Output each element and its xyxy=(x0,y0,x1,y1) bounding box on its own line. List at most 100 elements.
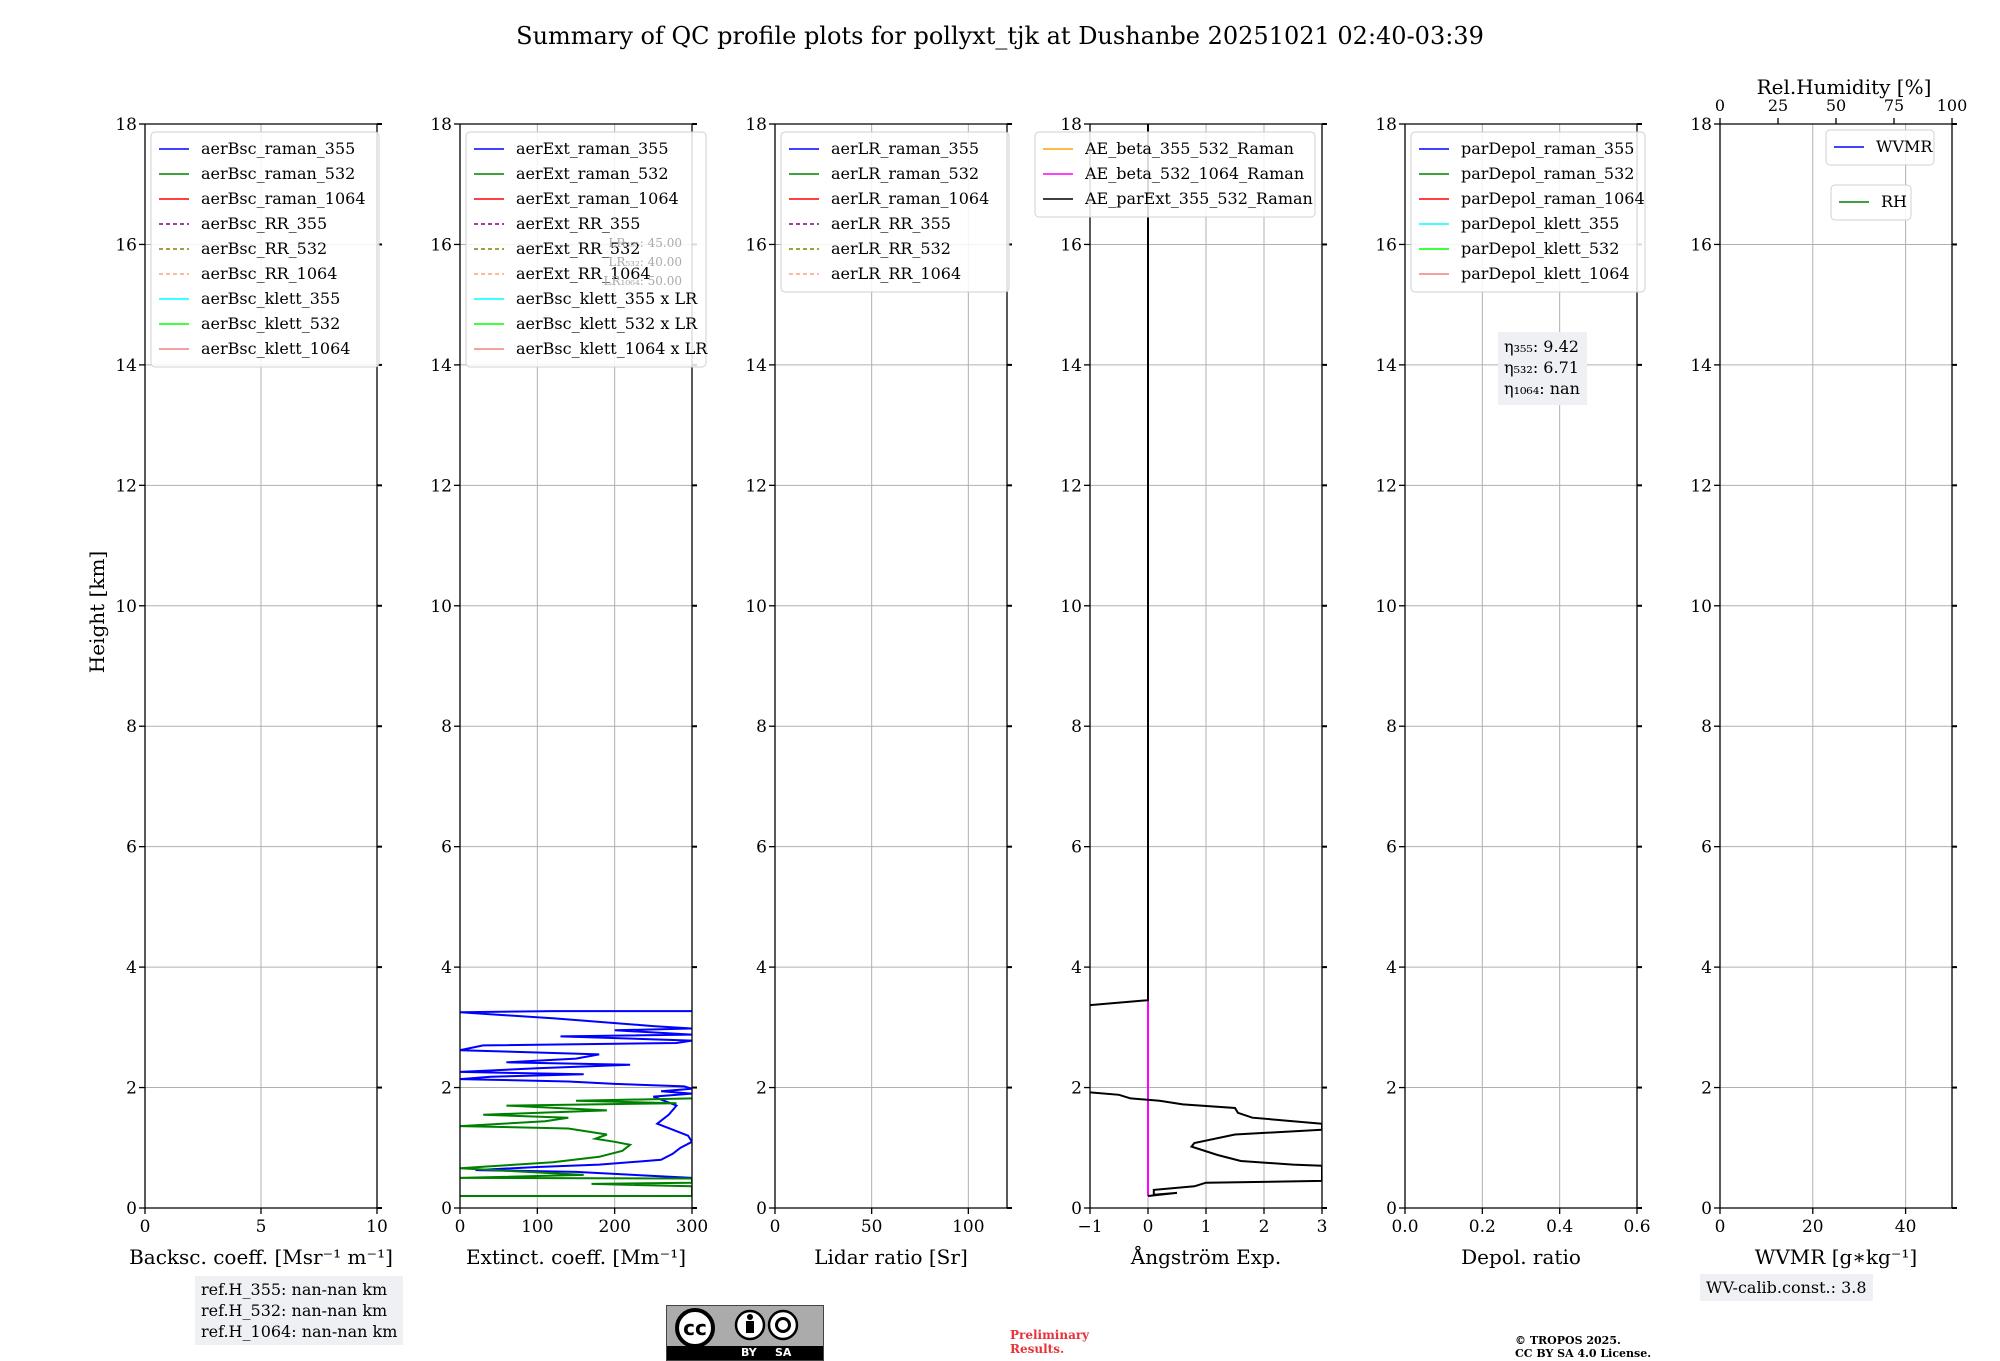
panel-backscatter: 0 2 4 6 8 10 12 14 16 18 0 5 10 Backsc. coeff. [Msr⁻¹… xyxy=(115,115,393,1269)
y-tick-label: 12 xyxy=(1690,476,1712,496)
copyright-line-1: © TROPOS 2025. xyxy=(1515,1334,1621,1347)
x-tick-label: 0 xyxy=(140,1217,151,1237)
series-line xyxy=(460,1010,692,1179)
x-tick-label: 0.6 xyxy=(1623,1217,1650,1237)
legend-entry: aerBsc_RR_532 xyxy=(201,239,327,258)
legend-entry: parDepol_klett_1064 xyxy=(1461,264,1630,283)
figure-title: Summary of QC profile plots for pollyxt_… xyxy=(516,22,1484,50)
legend-entry: aerBsc_klett_532 x LR xyxy=(516,314,698,333)
legend-entry: aerLR_raman_532 xyxy=(831,164,979,183)
legend-entry: parDepol_raman_1064 xyxy=(1461,189,1645,208)
legend-entry: aerLR_raman_1064 xyxy=(831,189,989,208)
cc-icon: cc xyxy=(683,1316,707,1340)
y-tick-label: 8 xyxy=(1701,717,1712,737)
x-tick-label: 0.0 xyxy=(1391,1217,1418,1237)
legend-entry: aerExt_RR_355 xyxy=(516,214,640,233)
x-tick-label: −1 xyxy=(1077,1217,1102,1237)
secondary-x-tick-label: 50 xyxy=(1826,96,1846,115)
secondary-x-tick-label: 75 xyxy=(1884,96,1904,115)
legend-entry: aerBsc_klett_532 xyxy=(201,314,340,333)
y-tick-label: 6 xyxy=(1386,838,1397,858)
secondary-x-tick-label: 100 xyxy=(1937,96,1968,115)
x-tick-label: 2 xyxy=(1259,1217,1270,1237)
x-tick-label: 0 xyxy=(770,1217,781,1237)
y-tick-label: 10 xyxy=(745,597,767,617)
sa-share-alike-icon xyxy=(767,1309,799,1341)
panel-depol: 0 2 4 6 8 10 12 14 16 18 0.0 0.2 0.4 0.6 Depol. ratio p… xyxy=(1375,115,1650,1269)
legend-entry: aerLR_raman_355 xyxy=(831,139,979,158)
legend-entry: aerBsc_klett_1064 x LR xyxy=(516,339,708,358)
x-tick-label: 3 xyxy=(1317,1217,1328,1237)
secondary-x-tick-label: 0 xyxy=(1715,96,1725,115)
y-tick-label: 2 xyxy=(1701,1079,1712,1099)
legend-entry: aerLR_RR_1064 xyxy=(831,264,961,283)
y-tick-label: 18 xyxy=(1690,115,1712,135)
secondary-x-axis-label: Rel.Humidity [%] xyxy=(1757,75,1932,99)
legend-entry: RH xyxy=(1881,192,1907,211)
copyright-note: © TROPOS 2025. CC BY SA 4.0 License. xyxy=(1515,1334,1651,1360)
y-tick-label: 6 xyxy=(1701,838,1712,858)
by-label: BY xyxy=(741,1346,757,1359)
legend-entry: aerBsc_raman_355 xyxy=(201,139,355,158)
y-tick-label: 4 xyxy=(126,958,137,978)
x-tick-label: 100 xyxy=(952,1217,984,1237)
y-tick-label: 14 xyxy=(745,356,767,376)
x-tick-label: 300 xyxy=(676,1217,708,1237)
legend-entry: aerExt_RR_532 xyxy=(516,239,640,258)
reference-height-box: ref.H_355: nan-nan km ref.H_532: nan-nan… xyxy=(195,1276,404,1345)
lidar-ratio-annotation: LR₁₀₆₄: 50.00 xyxy=(604,274,682,288)
ref-height-1064: ref.H_1064: nan-nan km xyxy=(201,1322,398,1341)
y-tick-label: 10 xyxy=(1690,597,1712,617)
legend-entry: aerExt_RR_1064 xyxy=(516,264,651,283)
legend-entry: aerBsc_RR_1064 xyxy=(201,264,337,283)
eta-annotation: η₁₀₆₄: nan xyxy=(1504,379,1580,398)
y-tick-label: 6 xyxy=(756,838,767,858)
lidar-ratio-annotation: LR₃₅₅: 45.00 xyxy=(608,236,682,250)
y-tick-label: 2 xyxy=(756,1079,767,1099)
shared-y-axis-label: Height [km] xyxy=(85,551,109,673)
secondary-x-tick-label: 25 xyxy=(1768,96,1788,115)
legend-entry: AE_beta_532_1064_Raman xyxy=(1084,164,1304,183)
y-tick-label: 10 xyxy=(1060,597,1082,617)
legend-entry: aerBsc_klett_355 xyxy=(201,289,340,308)
x-tick-label: 40 xyxy=(1895,1217,1917,1237)
y-tick-label: 6 xyxy=(441,838,452,858)
y-tick-label: 12 xyxy=(115,476,137,496)
legend-box xyxy=(1410,131,1646,293)
ref-height-532: ref.H_532: nan-nan km xyxy=(201,1301,388,1320)
y-tick-label: 10 xyxy=(1375,597,1397,617)
y-tick-label: 12 xyxy=(430,476,452,496)
wv-calib-constant: WV-calib.const.: 3.8 xyxy=(1706,1278,1867,1297)
y-tick-label: 16 xyxy=(745,235,767,255)
y-tick-label: 14 xyxy=(115,356,137,376)
legend-entry: parDepol_klett_355 xyxy=(1461,214,1619,233)
x-tick-label: 20 xyxy=(1802,1217,1824,1237)
legend-entry: parDepol_raman_355 xyxy=(1461,139,1634,158)
y-tick-label: 4 xyxy=(1701,958,1712,978)
y-tick-label: 8 xyxy=(1071,717,1082,737)
x-axis-label: Depol. ratio xyxy=(1461,1245,1581,1269)
x-tick-label: 50 xyxy=(861,1217,883,1237)
legend-entry: aerBsc_klett_355 x LR xyxy=(516,289,698,308)
y-tick-label: 14 xyxy=(1375,356,1397,376)
y-tick-label: 12 xyxy=(1060,476,1082,496)
eta-annotation-box xyxy=(1498,332,1587,405)
y-tick-label: 16 xyxy=(1060,235,1082,255)
ref-height-355: ref.H_355: nan-nan km xyxy=(201,1280,388,1299)
legend-box xyxy=(465,131,707,368)
x-tick-label: 200 xyxy=(598,1217,630,1237)
y-tick-label: 2 xyxy=(126,1079,137,1099)
copyright-line-2: CC BY SA 4.0 License. xyxy=(1515,1347,1652,1360)
series-line xyxy=(1090,1091,1322,1197)
y-tick-label: 0 xyxy=(126,1199,137,1219)
y-tick-label: 8 xyxy=(441,717,452,737)
preliminary-results-note: Preliminary Results. xyxy=(1010,1328,1089,1356)
y-tick-label: 12 xyxy=(1375,476,1397,496)
y-tick-label: 18 xyxy=(1060,115,1082,135)
y-tick-label: 14 xyxy=(430,356,452,376)
legend-entry: aerBsc_RR_355 xyxy=(201,214,327,233)
wv-calibration-box: WV-calib.const.: 3.8 xyxy=(1700,1274,1873,1301)
x-tick-label: 0 xyxy=(1143,1217,1154,1237)
